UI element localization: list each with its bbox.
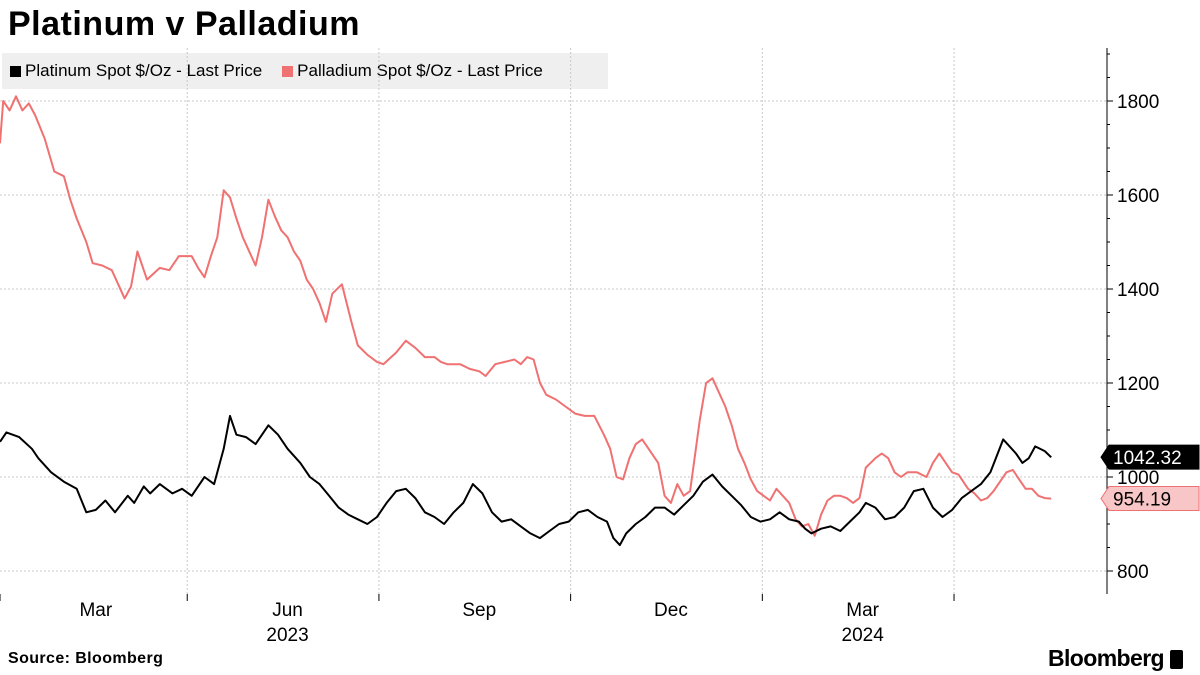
y-tick-label: 1200 — [1117, 374, 1159, 395]
bloomberg-terminal-icon — [1170, 650, 1183, 669]
y-tick-label: 800 — [1117, 562, 1149, 583]
series-line-platinum — [0, 414, 1052, 547]
legend-swatch-platinum — [10, 65, 21, 77]
legend-item-palladium[interactable]: Palladium Spot $/Oz - Last Price — [282, 61, 543, 81]
y-tick-label: 1600 — [1117, 186, 1159, 207]
bloomberg-logo: Bloomberg — [1048, 645, 1183, 672]
x-tick-label: Sep — [462, 600, 496, 621]
chart-title: Platinum v Palladium — [8, 5, 360, 43]
x-year-label: 2023 — [266, 625, 308, 646]
last-value-tag-palladium — [1100, 486, 1200, 512]
legend-swatch-palladium — [282, 65, 294, 77]
series-line-palladium — [0, 95, 1052, 537]
last-value-platinum: 1042.32 — [1113, 448, 1182, 469]
y-tick-label: 1000 — [1117, 468, 1159, 489]
last-value-tag-platinum — [1100, 444, 1200, 470]
y-tick-label: 1400 — [1117, 280, 1159, 301]
legend-label-platinum: Platinum Spot $/Oz - Last Price — [25, 61, 263, 80]
x-tick-label: Dec — [654, 600, 688, 621]
x-tick-label: Mar — [79, 600, 112, 621]
legend-label-palladium: Palladium Spot $/Oz - Last Price — [297, 61, 543, 80]
source-note: Source: Bloomberg — [8, 650, 164, 667]
x-tick-label: Jun — [272, 600, 303, 621]
last-value-palladium: 954.19 — [1113, 490, 1171, 511]
legend-item-platinum[interactable]: Platinum Spot $/Oz - Last Price — [10, 61, 262, 81]
brand-name: Bloomberg — [1048, 645, 1165, 671]
x-tick-label: Mar — [846, 600, 879, 621]
x-year-label: 2024 — [842, 625, 885, 646]
y-tick-label: 1800 — [1117, 92, 1159, 113]
legend: Platinum Spot $/Oz - Last Price Palladiu… — [2, 53, 608, 89]
